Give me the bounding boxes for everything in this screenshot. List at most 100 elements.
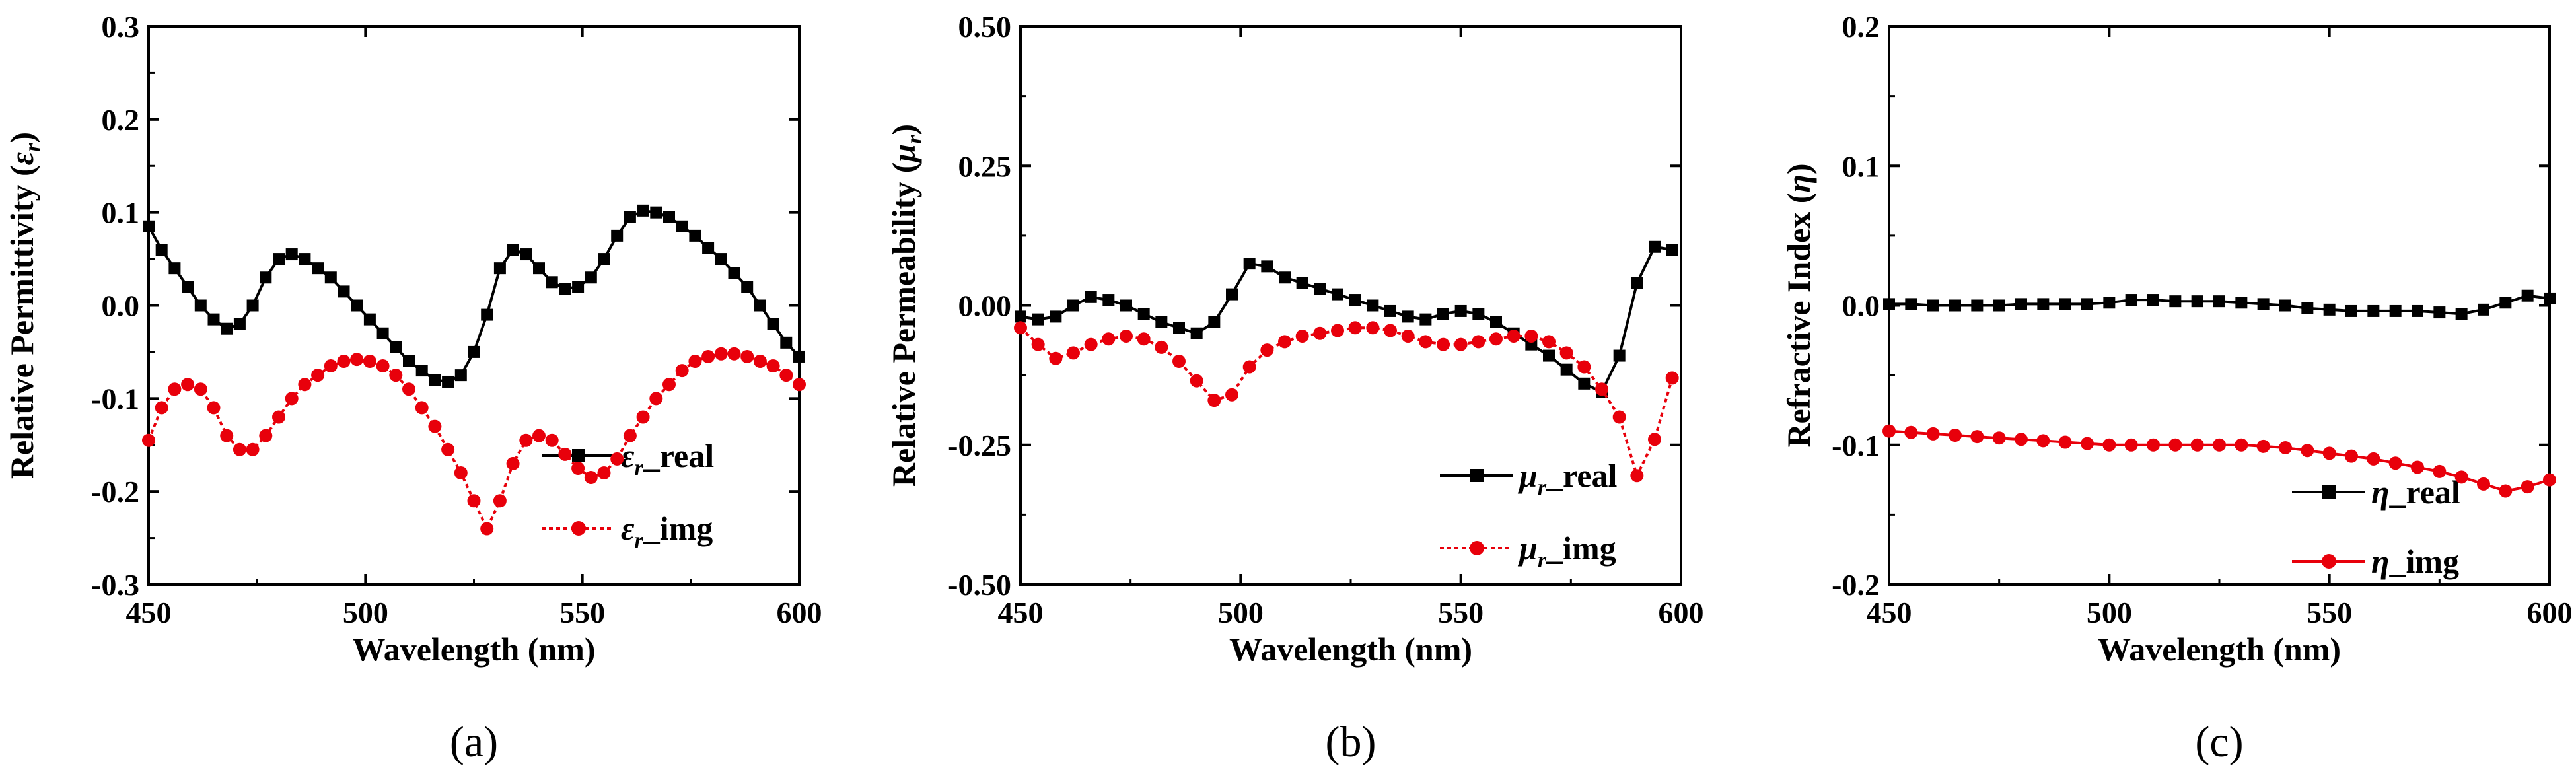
data-point — [2433, 464, 2447, 478]
data-point — [2213, 295, 2225, 308]
y-tick-label: 0.0 — [1842, 289, 1880, 323]
x-tick-label: 450 — [126, 596, 172, 629]
data-point — [2478, 303, 2489, 316]
data-point — [559, 283, 571, 295]
data-point — [1366, 321, 1380, 335]
data-point — [376, 359, 390, 373]
data-point — [766, 359, 780, 373]
data-point — [1577, 360, 1591, 374]
data-point — [572, 281, 585, 293]
data-point — [402, 382, 415, 396]
legend-marker — [1470, 541, 1484, 555]
data-point — [2036, 434, 2050, 448]
x-tick-label: 600 — [2527, 596, 2573, 629]
y-tick-label: -0.1 — [91, 382, 139, 415]
data-point — [1524, 329, 1538, 343]
y-tick-label: 0.2 — [102, 103, 140, 137]
data-point — [1278, 335, 1291, 349]
x-tick-label: 500 — [2087, 596, 2132, 629]
data-point — [1882, 424, 1896, 438]
data-point — [273, 253, 285, 265]
data-point — [1631, 277, 1643, 289]
y-tick-label: -0.2 — [91, 475, 139, 509]
data-point — [2037, 298, 2050, 310]
legend-marker — [2322, 554, 2336, 569]
series-real — [1883, 289, 2556, 320]
data-point — [2521, 289, 2534, 302]
data-point — [519, 433, 533, 447]
data-point — [1595, 382, 1608, 396]
data-point — [350, 353, 364, 367]
data-point — [181, 378, 195, 392]
data-point — [793, 378, 806, 392]
legend-entry-img: μr_img — [1440, 530, 1616, 573]
data-point — [1207, 394, 1221, 407]
data-point — [272, 410, 285, 424]
data-point — [2058, 435, 2072, 449]
data-point — [1648, 433, 1661, 446]
data-point — [351, 299, 363, 312]
data-point — [155, 244, 168, 256]
data-point — [233, 442, 246, 456]
y-tick-label: 0.2 — [1842, 10, 1880, 44]
y-tick-label: 0.0 — [102, 289, 140, 323]
data-point — [520, 248, 532, 261]
data-point — [415, 365, 428, 377]
y-axis-title: Relative Permittivity (εr) — [3, 132, 45, 479]
data-point — [2081, 298, 2093, 310]
data-point — [637, 204, 649, 217]
data-point — [741, 281, 754, 293]
data-point — [533, 262, 545, 275]
data-point — [2455, 308, 2468, 320]
data-point — [662, 378, 676, 392]
data-point — [558, 447, 572, 461]
data-point — [429, 374, 441, 386]
legend-entry-img: εr_img — [542, 510, 713, 553]
data-point — [2147, 438, 2160, 452]
data-point — [2169, 295, 2182, 308]
data-point — [2256, 439, 2270, 453]
data-point — [259, 429, 273, 442]
x-tick-label: 450 — [1867, 596, 1912, 629]
legend-marker — [572, 449, 585, 462]
data-point — [2191, 295, 2203, 308]
data-point — [415, 401, 429, 415]
data-point — [1367, 299, 1379, 312]
data-point — [2543, 473, 2556, 487]
data-point — [598, 253, 610, 265]
data-point — [1970, 430, 1984, 444]
data-point — [220, 429, 234, 442]
data-point — [1971, 299, 1984, 312]
y-tick-label: -0.2 — [1832, 568, 1880, 602]
data-point — [1560, 363, 1573, 376]
data-point — [584, 471, 598, 485]
data-point — [221, 322, 233, 335]
data-point — [1489, 332, 1503, 346]
data-point — [689, 229, 701, 242]
panel-label: (a) — [450, 718, 498, 766]
data-point — [363, 313, 376, 326]
data-point — [1883, 298, 1895, 310]
legend-label: εr_real — [621, 437, 714, 480]
data-point — [1419, 313, 1432, 326]
data-point — [545, 433, 559, 447]
data-point — [2081, 437, 2094, 450]
legend-label: μr_real — [1517, 457, 1618, 500]
y-tick-label: -0.50 — [948, 568, 1011, 602]
data-point — [1208, 316, 1221, 328]
data-point — [780, 336, 793, 349]
x-axis-title: Wavelength (nm) — [1229, 631, 1472, 668]
x-tick-label: 500 — [343, 596, 388, 629]
legend-marker — [1470, 469, 1484, 482]
data-point — [1102, 294, 1115, 306]
data-point — [1173, 322, 1185, 334]
data-point — [454, 369, 467, 382]
y-axis-title: Relative Permeability (μr) — [885, 124, 927, 487]
data-point — [2147, 294, 2159, 306]
data-point — [2389, 304, 2402, 317]
data-point — [754, 299, 766, 312]
data-point — [650, 206, 662, 219]
series-real — [143, 204, 805, 388]
data-point — [312, 262, 324, 275]
data-point — [1295, 329, 1309, 343]
